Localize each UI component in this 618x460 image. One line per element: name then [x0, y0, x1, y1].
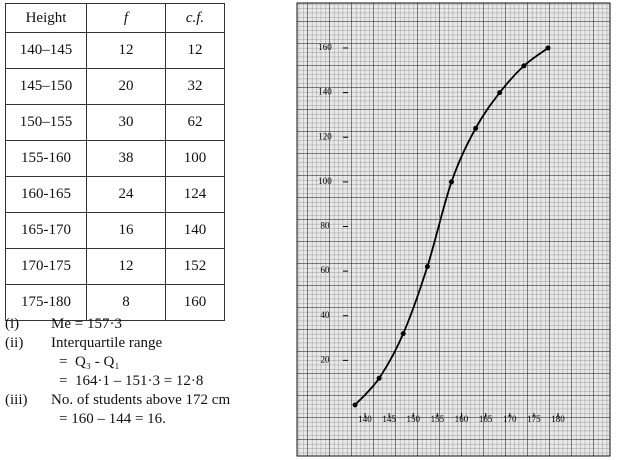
y-tick-label: 140 — [318, 87, 332, 97]
table-row: 150–155 30 62 — [5, 104, 225, 141]
note-line: = Q₃ - Q₁ — [59, 354, 120, 370]
x-tick-label: 145 — [382, 414, 396, 424]
note-body: No. of students above 172 cm = 160 – 144 … — [51, 391, 230, 429]
data-point — [497, 90, 503, 96]
note: (ii) Interquartile range = Q₃ - Q₁ = 164·1 … — [5, 334, 230, 391]
note-line: Interquartile range — [51, 335, 163, 351]
table-row: 170-175 12 152 — [5, 248, 225, 285]
y-tick-label: 80 — [321, 221, 331, 231]
note-body: Me = 157·3 — [51, 315, 122, 334]
table-cell: 20 — [86, 68, 166, 105]
note-number: (ii) — [5, 335, 24, 351]
header-row: Height f c.f. — [5, 3, 225, 33]
y-tick-label: 100 — [318, 176, 332, 186]
data-point — [400, 331, 406, 337]
data-point — [473, 125, 479, 131]
notes: (i) Me = 157·3 (ii) Interquartile range = Q₃… — [5, 315, 230, 429]
data-point — [424, 264, 430, 270]
note-number: (i) — [5, 316, 20, 332]
table-cell: 155-160 — [5, 140, 87, 177]
table-cell: 12 — [165, 32, 225, 69]
table-cell: 150–155 — [5, 104, 87, 141]
table-cell: 170-175 — [5, 248, 87, 285]
header-cell: f — [86, 3, 166, 33]
table-cell: 124 — [165, 176, 225, 213]
table-cell: 175-180 — [5, 284, 87, 321]
table-row: 175-180 8 160 — [5, 284, 225, 321]
table-cell: 165-170 — [5, 212, 87, 249]
data-point — [545, 45, 551, 51]
ogive-curve — [354, 47, 549, 406]
y-tick-label: 20 — [321, 354, 331, 364]
table-cell: 8 — [86, 284, 166, 321]
data-table: Height f c.f. 140–145 12 12 145–150 20 32 150–155… — [5, 3, 225, 321]
table-cell: 145–150 — [5, 68, 87, 105]
note-line: = 160 – 144 = 16. — [59, 411, 166, 427]
header-cell: c.f. — [165, 3, 225, 33]
table-cell: 152 — [165, 248, 225, 285]
note-line: No. of students above 172 cm — [51, 392, 231, 408]
table-cell: 38 — [86, 140, 166, 177]
data-point — [376, 375, 382, 381]
graph-grid — [297, 3, 610, 456]
table-cell: 12 — [86, 32, 166, 69]
x-tick-label: 165 — [479, 414, 493, 424]
x-tick-label: 140 — [358, 414, 372, 424]
note: (i) Me = 157·3 — [5, 315, 230, 334]
note-number: (iii) — [5, 392, 28, 408]
y-tick-label: 40 — [321, 310, 331, 320]
x-tick-label: 180 — [551, 414, 565, 424]
data-point — [449, 179, 454, 185]
note-line: = 164·1 – 151·3 = 12·8 — [59, 373, 204, 389]
table-cell: 160-165 — [5, 176, 87, 213]
table-cell: 160 — [165, 284, 225, 321]
x-tick-label: 155 — [431, 414, 445, 424]
header-cell: Height — [5, 3, 87, 33]
note-line: Me = 157·3 — [51, 316, 122, 332]
y-tick-label: 60 — [321, 265, 331, 275]
data-point — [521, 63, 527, 69]
x-tick-label: 160 — [455, 414, 469, 424]
table-row: 145–150 20 32 — [5, 68, 225, 105]
note-body: Interquartile range = Q₃ - Q₁ = 164·1 – 15… — [51, 334, 203, 391]
x-tick-label: 150 — [407, 414, 421, 424]
y-tick-label: 160 — [318, 42, 332, 52]
y-tick-label: 120 — [318, 131, 332, 141]
x-tick-label: 175 — [527, 414, 541, 424]
note: (iii) No. of students above 172 cm = 160 –… — [5, 391, 230, 429]
table-row: 160-165 24 124 — [5, 176, 225, 213]
x-tick-label: 170 — [503, 414, 517, 424]
data-point — [352, 402, 358, 408]
